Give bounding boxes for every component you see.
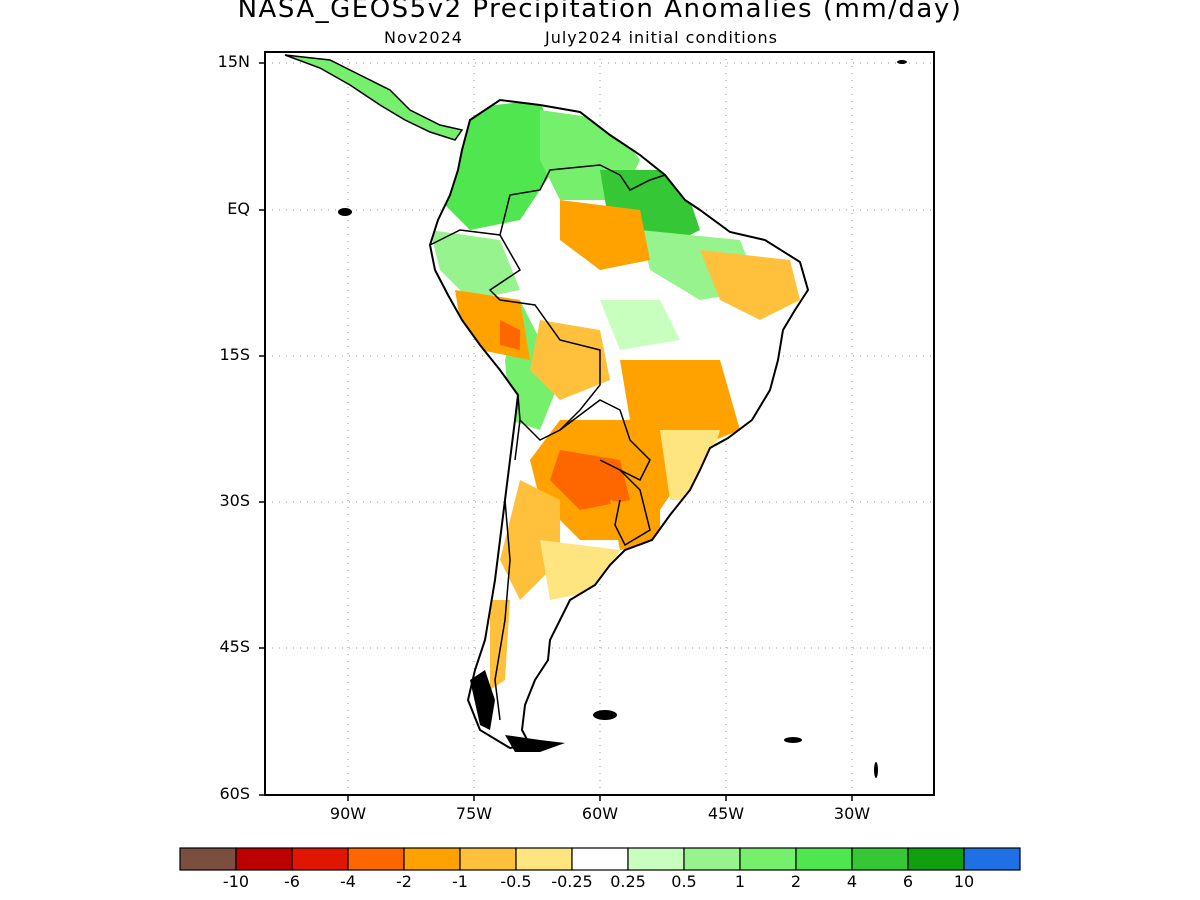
country-borders (429, 164, 666, 721)
lon-label-60w: 60W (581, 804, 619, 823)
colorbar-tick-label: -2 (396, 872, 412, 891)
colorbar-swatch (627, 847, 685, 871)
colorbar (179, 847, 1021, 871)
colorbar-swatch (963, 847, 1021, 871)
colorbar-tick-label: 2 (790, 872, 802, 891)
colorbar-swatch (179, 847, 237, 871)
colorbar-tick-label: -0.5 (500, 872, 532, 891)
colorbar-swatch (515, 847, 573, 871)
lon-label-45w: 45W (707, 804, 745, 823)
continent-outline (428, 98, 810, 750)
islands (338, 60, 907, 778)
lat-label-15s: 15S (219, 345, 250, 364)
lon-label-30w: 30W (833, 804, 871, 823)
colorbar-tick-label: 0.5 (671, 872, 697, 891)
colorbar-swatch (347, 847, 405, 871)
lat-label-30s: 30S (219, 491, 250, 510)
colorbar-tick-label: -10 (222, 872, 250, 891)
colorbar-tick-label: -0.25 (551, 872, 593, 891)
lon-label-90w: 90W (329, 804, 367, 823)
colorbar-swatch (907, 847, 965, 871)
colorbar-swatch (851, 847, 909, 871)
colorbar-swatch (683, 847, 741, 871)
lat-label-45s: 45S (219, 637, 250, 656)
lon-label-75w: 75W (455, 804, 493, 823)
colorbar-swatch (235, 847, 293, 871)
figure-title: NASA_GEOS5v2 Precipitation Anomalies (mm… (237, 0, 963, 24)
colorbar-tick-label: -6 (284, 872, 300, 891)
colorbar-swatch (291, 847, 349, 871)
colorbar-tick-label: 0.25 (610, 872, 646, 891)
colorbar-swatch (403, 847, 461, 871)
colorbar-tick-label: 6 (902, 872, 914, 891)
colorbar-swatch (739, 847, 797, 871)
colorbar-tick-label: -1 (452, 872, 468, 891)
colorbar-tick-label: -4 (340, 872, 356, 891)
colorbar-swatch (571, 847, 629, 871)
colorbar-swatch (795, 847, 853, 871)
axis-ticks (259, 62, 853, 801)
lat-label-60s: 60S (219, 784, 250, 803)
colorbar-tick-label: 4 (846, 872, 858, 891)
initial-conditions: July2024 initial conditions (545, 28, 778, 47)
lat-label-15n: 15N (217, 52, 250, 71)
forecast-month: Nov2024 (384, 28, 463, 47)
lat-label-eq: EQ (227, 199, 250, 218)
central-america (284, 54, 464, 141)
colorbar-tick-label: 1 (734, 872, 746, 891)
colorbar-swatch (459, 847, 517, 871)
colorbar-tick-label: 10 (953, 872, 975, 891)
